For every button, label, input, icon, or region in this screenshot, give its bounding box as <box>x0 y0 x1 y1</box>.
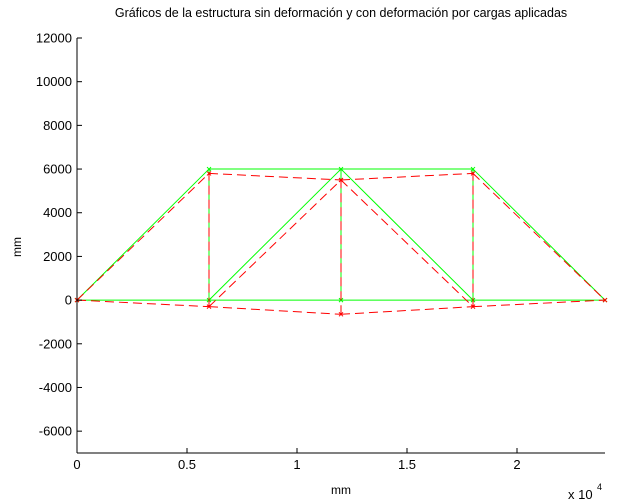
y-tick-label: 6000 <box>43 162 72 177</box>
series-dashed <box>74 171 608 317</box>
node-marker-dashed-2 <box>338 311 344 317</box>
y-tick-label: 10000 <box>36 74 72 89</box>
node-marker-dashed-5 <box>206 171 212 176</box>
member-dashed-6 <box>76 173 210 301</box>
y-tick-label: -2000 <box>39 336 72 351</box>
x-ticks: 0 0.5 1 1.5 2 <box>73 448 521 472</box>
y-axis-label: mm <box>10 237 24 257</box>
member-solid-10 <box>340 168 474 301</box>
member-dashed-12 <box>472 173 606 301</box>
y-tick-label: 4000 <box>43 205 72 220</box>
node-marker-dashed-7 <box>470 171 476 176</box>
member-dashed-4 <box>208 172 342 181</box>
y-tick-label: -4000 <box>39 380 72 395</box>
x-tick-label: 0 <box>73 457 80 472</box>
node-marker-dashed-4 <box>602 297 608 303</box>
member-dashed-10 <box>340 179 474 308</box>
y-tick-label: 2000 <box>43 249 72 264</box>
node-marker-solid-7 <box>470 166 476 172</box>
member-dashed-8 <box>208 179 342 308</box>
node-marker-dashed-6 <box>338 177 344 183</box>
x-multiplier-label: x 10 <box>568 487 593 502</box>
member-solid-12 <box>472 168 606 301</box>
x-tick-label: 0.5 <box>178 457 196 472</box>
node-marker-solid-5 <box>206 166 212 172</box>
member-dashed-0 <box>76 299 210 308</box>
member-solid-6 <box>76 168 210 301</box>
member-dashed-1 <box>208 306 342 315</box>
x-tick-label: 1 <box>293 457 300 472</box>
member-dashed-2 <box>340 306 474 315</box>
node-marker-dashed-1 <box>206 304 212 310</box>
x-axis-label: mm <box>331 483 351 497</box>
y-tick-label: 8000 <box>43 118 72 133</box>
node-marker-solid-6 <box>338 166 344 172</box>
member-dashed-3 <box>472 299 606 308</box>
chart-title: Gráficos de la estructura sin deformació… <box>115 6 567 20</box>
y-tick-label: 0 <box>65 293 72 308</box>
member-solid-8 <box>208 168 342 301</box>
node-marker-dashed-3 <box>470 304 476 310</box>
member-dashed-5 <box>340 172 474 181</box>
x-tick-label: 2 <box>513 457 520 472</box>
y-ticks: -6000 -4000 -2000 0 2000 4000 6000 8000 10000 120… <box>36 31 82 439</box>
x-multiplier-exponent: 4 <box>597 482 602 492</box>
plot-series <box>74 166 608 317</box>
x-multiplier-base: x 10 <box>568 487 593 502</box>
y-tick-label: 12000 <box>36 31 72 46</box>
x-tick-label: 1.5 <box>398 457 416 472</box>
y-tick-label: -6000 <box>39 424 72 439</box>
